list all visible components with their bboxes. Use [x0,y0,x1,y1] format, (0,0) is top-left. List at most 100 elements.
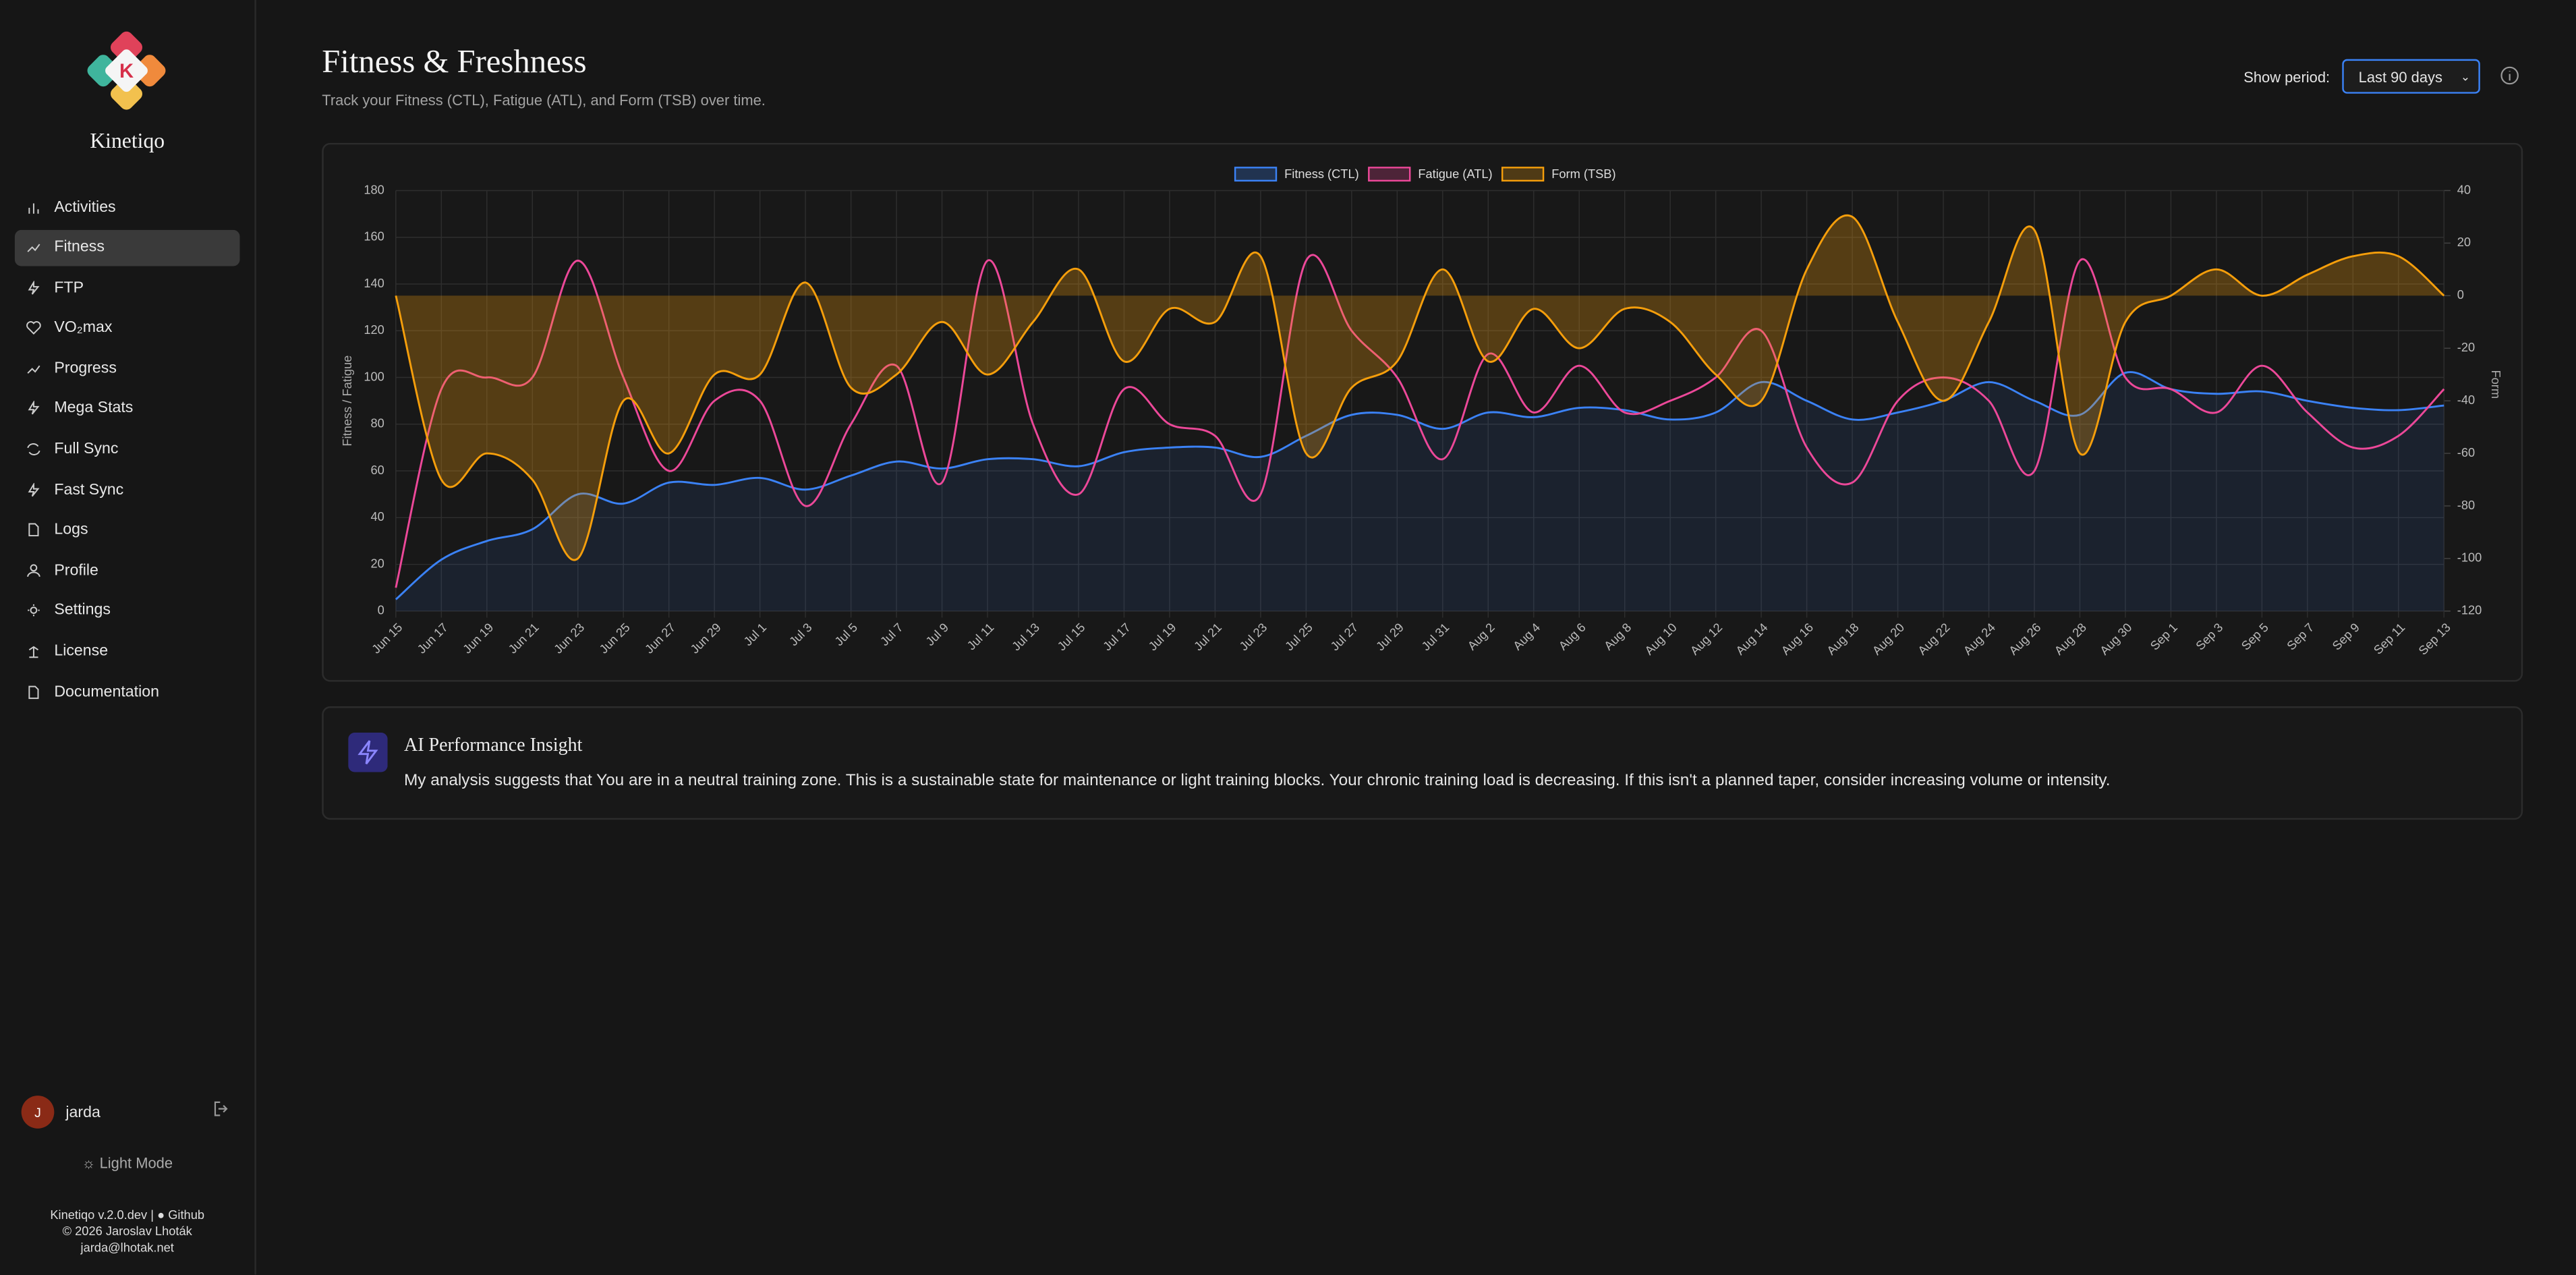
nav-item[interactable]: Fitness [14,229,240,266]
area-fill [395,372,2444,611]
nav-item[interactable]: VO₂max [15,310,240,347]
page-title: Fitness & Freshness [322,44,587,81]
nav-label: Mega Stats [54,399,134,418]
x-tick-label: Jul 13 [1009,620,1042,653]
footer: Kinetiqo v.2.0.dev | ● Github © 2026 Jar… [0,1208,254,1257]
y-tick-label: 140 [364,276,384,290]
x-tick-label: Sep 5 [2238,620,2271,653]
area-fill [395,215,2444,561]
info-icon[interactable] [2500,65,2519,85]
y2-tick-label: -60 [2457,445,2475,459]
y2-tick-label: -80 [2457,498,2475,512]
period-value: Last 90 days [2358,68,2442,85]
x-tick-label: Aug 6 [1555,620,1588,653]
x-tick-label: Aug 8 [1601,620,1634,653]
nav-item[interactable]: Activities [15,189,240,225]
sidebar: K Kinetiqo Activities Fitness FTP VO₂max Pro… [0,0,256,1275]
nav-item[interactable]: License [15,633,240,670]
page-subtitle: Track your Fitness (CTL), Fatigue (ATL),… [322,92,766,109]
github-link[interactable]: Github [168,1207,205,1222]
legend-label: Fitness (CTL) [1284,167,1359,181]
x-tick-label: Jun 19 [460,620,496,656]
y-tick-label: 60 [370,463,384,477]
version: Kinetiqo v.2.0.dev | [50,1207,154,1222]
brand: Kinetiqo [90,128,165,153]
x-tick-label: Jun 17 [414,620,451,656]
theme-toggle[interactable]: ☼ Light Mode [82,1154,173,1172]
main: Fitness & Freshness Track your Fitness (… [256,0,2576,1275]
y-tick-label: 80 [370,416,384,430]
x-tick-label: Aug 10 [1642,620,1680,658]
x-tick-label: Jul 27 [1327,620,1361,653]
nav-item[interactable]: Documentation [15,674,240,710]
series-line [395,371,2444,600]
theme-label: Light Mode [99,1154,173,1172]
x-tick-label: Jul 5 [832,620,860,648]
x-tick-label: Jul 25 [1282,620,1315,653]
y2-tick-label: -40 [2457,393,2475,407]
x-tick-label: Jun 23 [551,620,588,656]
chevron: ⌄ [2460,71,2471,83]
nav-item[interactable]: Progress [15,351,240,387]
x-tick-label: Aug 22 [1915,620,1953,658]
nav-icon [28,401,40,416]
nav-icon [28,685,39,699]
insight-title: AI Performance Insight [404,735,583,756]
logout-icon[interactable] [214,1100,230,1116]
x-tick-label: Jul 29 [1373,620,1406,653]
period-select[interactable]: Last 90 days ⌄ [2342,59,2480,94]
y2-tick-label: 0 [2457,287,2464,302]
x-tick-label: Jul 1 [741,620,769,648]
y-tick-label: 100 [364,369,384,383]
nav-label: FTP [54,279,84,297]
x-tick-label: Sep 9 [2329,620,2362,653]
nav-item[interactable]: Fast Sync [15,472,240,508]
y-tick-label: 20 [370,556,384,570]
logo: K [87,31,166,110]
x-tick-label: Jul 19 [1145,620,1178,653]
x-tick-label: Jun 21 [505,620,542,656]
legend-swatch [1501,167,1545,182]
nav-icon [28,482,40,497]
nav-icon [27,564,40,577]
nav-label: Settings [54,602,111,621]
nav-icon [28,646,39,658]
x-tick-label: Aug 28 [2051,620,2089,658]
nav: Activities Fitness FTP VO₂max Progress Mega S… [14,189,240,714]
nav-item[interactable]: Profile [15,552,240,589]
y2-tick-label: -20 [2457,340,2475,354]
nav-label: Profile [54,561,98,580]
x-tick-label: Aug 4 [1510,620,1543,653]
nav-label: Progress [54,359,117,378]
x-tick-label: Jul 23 [1236,620,1269,653]
nav-item[interactable]: Settings [15,593,240,629]
x-tick-label: Sep 1 [2147,620,2180,653]
nav-icon [27,443,40,456]
nav-item[interactable]: Full Sync [15,431,240,468]
x-tick-label: Jun 29 [687,620,724,656]
x-tick-label: Aug 20 [1869,620,1907,658]
nav-label: Fitness [54,238,105,257]
legend-swatch [1368,167,1411,182]
nav-label: VO₂max [54,319,113,337]
x-tick-label: Jul 31 [1419,620,1452,653]
y2-tick-label: -120 [2457,603,2482,617]
nav-label: License [54,642,109,660]
x-tick-label: Sep 13 [2415,620,2453,658]
nav-item[interactable]: Logs [15,512,240,548]
chart-card [322,142,2523,682]
x-tick-label: Jul 17 [1100,620,1133,653]
series-line [395,214,2445,561]
nav-label: Fast Sync [54,480,124,499]
user-name: jarda [65,1103,101,1121]
nav-item[interactable]: Mega Stats [15,391,240,427]
y2-tick-label: -100 [2457,550,2482,565]
x-tick-label: Aug 14 [1733,620,1771,658]
nav-item[interactable]: FTP [15,270,240,306]
y2-axis-title: Form [2489,370,2503,399]
email[interactable]: jarda@lhotak.net [80,1240,174,1255]
avatar: J [21,1096,55,1129]
nav-label: Documentation [54,683,159,701]
y-tick-label: 40 [370,509,384,523]
